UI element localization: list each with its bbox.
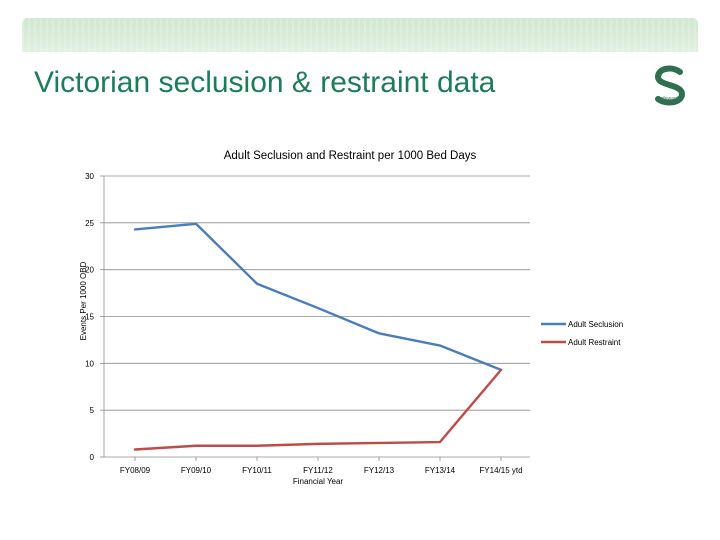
legend: Adult Seclusion Adult Restraint: [541, 320, 623, 347]
logo-caption: Safewards: [657, 96, 681, 102]
y-tick-label: 10: [85, 359, 94, 368]
x-tick-label: FY11/12: [303, 466, 333, 475]
x-tick-label: FY10/11: [242, 466, 272, 475]
title-banner: [22, 18, 698, 124]
series-lines: [133, 222, 503, 451]
series-line-adult-restraint: [133, 368, 503, 451]
grid-lines: [104, 175, 530, 411]
x-axis-label: Financial Year: [293, 477, 344, 486]
safewards-s-logo-icon: [654, 65, 686, 106]
y-tick-label: 30: [85, 172, 94, 181]
x-tick-label: FY14/15 ytd: [479, 466, 522, 475]
y-axis-label: Events Per 1000 OBD: [79, 261, 88, 340]
y-tick-label: 0: [90, 453, 95, 462]
y-tick-label: 20: [85, 266, 94, 275]
legend-label-adult-restraint: Adult Restraint: [568, 338, 621, 347]
tick-labels: 0 5 10 15 20 25 30 FY08/09 FY09/10 FY10/11 FY11/12…: [85, 172, 522, 475]
legend-label-adult-seclusion: Adult Seclusion: [568, 320, 623, 329]
axes: [100, 175, 530, 461]
x-tick-label: FY12/13: [364, 466, 395, 475]
y-tick-label: 5: [90, 406, 95, 415]
x-tick-label: FY13/14: [425, 466, 456, 475]
y-tick-label: 15: [85, 313, 94, 322]
y-tick-label: 25: [85, 219, 94, 228]
x-tick-label: FY09/10: [181, 466, 212, 475]
series-line-adult-seclusion: [133, 222, 503, 372]
banner-body: [22, 52, 698, 124]
chart-title: Adult Seclusion and Restraint per 1000 B…: [224, 150, 477, 162]
x-tick-label: FY08/09: [120, 466, 151, 475]
banner-stripes: [22, 18, 698, 52]
page-title: Victorian seclusion & restraint data: [34, 66, 496, 99]
